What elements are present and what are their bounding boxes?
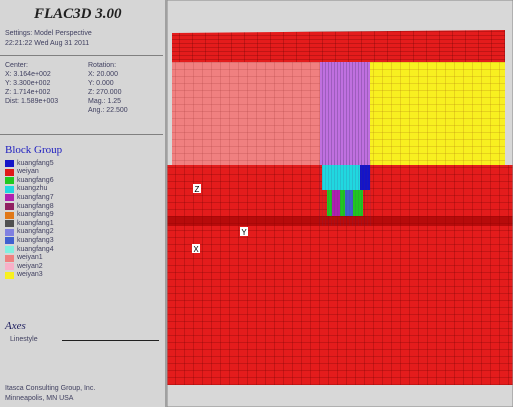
separator [0, 134, 163, 135]
legend-label: weiyan3 [17, 271, 43, 278]
rotation-x: X: 20.000 [88, 71, 118, 78]
legend-label: weiyan [17, 168, 39, 175]
center-y: Y: 3.300e+002 [5, 80, 50, 87]
top-slab-mesh [172, 30, 505, 62]
legend-swatch [5, 212, 14, 219]
legend-label: weiyan2 [17, 263, 43, 270]
purple-mesh [320, 62, 370, 165]
rotation-y: Y: 0.000 [88, 80, 114, 87]
legend-label: kuangfang8 [17, 203, 54, 210]
legend-swatch [5, 255, 14, 262]
settings: Settings: Model Perspective [5, 30, 92, 37]
legend-swatch [5, 203, 14, 210]
legend-label: kuangfang2 [17, 228, 54, 235]
legend-swatch [5, 263, 14, 270]
center-label: Center: [5, 62, 28, 69]
legend-swatch [5, 177, 14, 184]
page: FLAC3D 3.00 Settings: Model Perspective … [0, 0, 513, 407]
app-title: FLAC3D 3.00 [34, 6, 122, 23]
axis-label: X [193, 245, 199, 254]
viewport: Z Y X [167, 0, 513, 407]
axis-label: Z [195, 185, 200, 194]
legend-title: Block Group [5, 144, 62, 156]
rotation-mag: Mag.: 1.25 [88, 98, 121, 105]
separator [0, 55, 163, 56]
center-x: X: 3.164e+002 [5, 71, 51, 78]
rotation-label: Rotation: [88, 62, 116, 69]
legend-swatch [5, 229, 14, 236]
legend-label: kuangfang9 [17, 211, 54, 218]
center-dist: Dist: 1.589e+003 [5, 98, 58, 105]
legend-swatch [5, 169, 14, 176]
center-z: Z: 1.714e+002 [5, 89, 50, 96]
legend-swatch [5, 272, 14, 279]
legend-label: kuangfang1 [17, 220, 54, 227]
legend-label: kuangzhu [17, 185, 47, 192]
legend-label: kuangfang7 [17, 194, 54, 201]
legend-swatch [5, 194, 14, 201]
rotation-z: Z: 270.000 [88, 89, 121, 96]
company: Itasca Consulting Group, Inc. [5, 385, 95, 392]
linestyle: Linestyle [10, 336, 38, 343]
axis-label: Y [241, 228, 247, 237]
location: Minneapolis, MN USA [5, 395, 73, 402]
legend-label: kuangfang6 [17, 177, 54, 184]
axes-title: Axes [5, 320, 26, 332]
legend-label: weiyan1 [17, 254, 43, 261]
yellow-mesh [370, 62, 505, 165]
legend-swatch [5, 186, 14, 193]
linestyle-sample [62, 340, 159, 341]
legend-label: kuangfang5 [17, 160, 54, 167]
legend-swatch [5, 220, 14, 227]
legend-swatch [5, 246, 14, 253]
shaft-mesh [317, 160, 373, 226]
pink-mesh [172, 62, 320, 165]
side-panel: FLAC3D 3.00 Settings: Model Perspective … [0, 0, 167, 407]
legend-label: kuangfang3 [17, 237, 54, 244]
legend-label: kuangfang4 [17, 246, 54, 253]
legend-swatch [5, 237, 14, 244]
legend-swatch [5, 160, 14, 167]
rotation-ang: Ang.: 22.500 [88, 107, 128, 114]
timestamp: 22:21:22 Wed Aug 31 2011 [5, 40, 89, 47]
